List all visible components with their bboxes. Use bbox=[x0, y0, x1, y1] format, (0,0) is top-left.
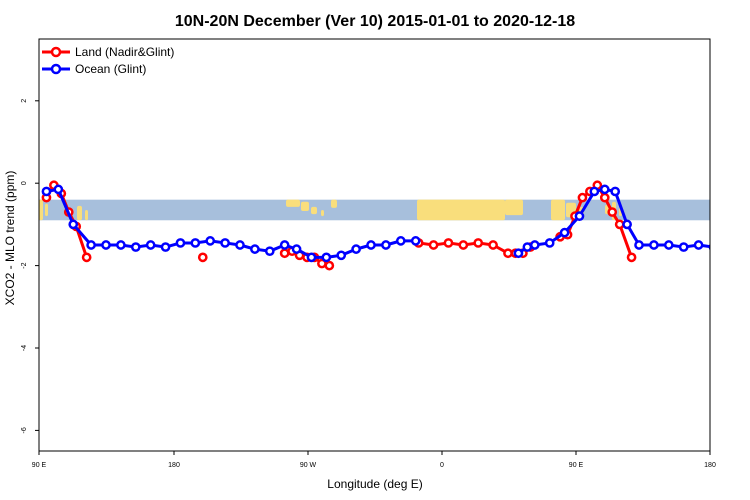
land-data-point bbox=[324, 260, 335, 271]
land-patch bbox=[301, 201, 309, 212]
legend-marker-ocean bbox=[50, 63, 62, 75]
land-data-point bbox=[503, 248, 513, 259]
land-series-line bbox=[45, 183, 89, 258]
ocean-data-point bbox=[291, 244, 302, 254]
ocean-data-point bbox=[529, 240, 540, 250]
ocean-series-line bbox=[517, 187, 710, 255]
land-data-point bbox=[443, 238, 454, 248]
chart-title: 10N-20N December (Ver 10) 2015-01-01 to … bbox=[175, 13, 575, 30]
land-data-point bbox=[626, 252, 637, 263]
legend: Land (Nadir&Glint) Ocean (Glint) bbox=[42, 45, 174, 76]
land-patch bbox=[331, 199, 337, 208]
ocean-data-point bbox=[53, 184, 64, 195]
land-patch bbox=[311, 206, 317, 215]
legend-marker-land bbox=[50, 46, 62, 58]
ocean-data-point bbox=[610, 186, 621, 197]
ocean-data-point bbox=[708, 243, 710, 251]
ocean-data-point bbox=[235, 240, 245, 250]
ocean-data-point bbox=[634, 240, 644, 250]
ocean-band bbox=[39, 199, 710, 221]
y-tick-label: -6 bbox=[21, 427, 28, 433]
land-patch bbox=[45, 203, 48, 217]
ocean-data-point bbox=[160, 242, 171, 252]
ocean-data-point bbox=[130, 242, 141, 252]
land-data-point bbox=[428, 240, 439, 250]
axes: 2 0 -2 -4 -6 90 E 180 90 W 0 90 E 180 bbox=[21, 99, 716, 469]
x-tick-label: 90 E bbox=[32, 462, 47, 469]
ocean-data-point bbox=[522, 242, 533, 252]
background-map-band bbox=[39, 199, 710, 221]
x-tick-label: 180 bbox=[168, 462, 180, 469]
x-tick-label: 90 E bbox=[569, 462, 584, 469]
ocean-data-point bbox=[190, 238, 201, 248]
land-patch bbox=[505, 199, 523, 216]
ocean-data-point bbox=[395, 236, 406, 246]
land-data-point bbox=[473, 238, 484, 248]
land-patch bbox=[85, 209, 88, 221]
legend-item-land: Land (Nadir&Glint) bbox=[42, 45, 174, 59]
land-patch bbox=[77, 205, 82, 221]
ocean-data-point bbox=[205, 236, 216, 246]
ocean-data-point bbox=[663, 240, 674, 250]
land-data-point bbox=[458, 240, 469, 250]
land-data-point bbox=[614, 219, 625, 230]
ocean-data-point bbox=[306, 252, 317, 263]
series-layer bbox=[41, 180, 710, 271]
ocean-data-point bbox=[366, 240, 376, 250]
land-patch bbox=[551, 199, 565, 221]
ocean-data-point bbox=[68, 219, 79, 230]
x-tick-label: 0 bbox=[440, 462, 444, 469]
ocean-data-point bbox=[513, 248, 524, 259]
ocean-data-point bbox=[175, 238, 186, 248]
ocean-data-point bbox=[321, 252, 332, 263]
ocean-data-point bbox=[693, 240, 704, 250]
ocean-data-point bbox=[381, 240, 391, 250]
y-tick-label: 2 bbox=[21, 99, 28, 103]
ocean-data-point bbox=[264, 246, 275, 257]
ocean-data-point bbox=[220, 238, 230, 248]
y-tick-label: -2 bbox=[21, 262, 28, 268]
land-patch bbox=[39, 199, 43, 221]
ocean-data-point bbox=[250, 244, 260, 254]
ocean-data-point bbox=[589, 186, 600, 197]
x-tick-label: 90 W bbox=[300, 462, 317, 469]
ocean-data-point bbox=[574, 211, 585, 222]
ocean-data-point bbox=[678, 242, 689, 252]
y-tick-label: -4 bbox=[21, 345, 28, 351]
legend-label-ocean: Ocean (Glint) bbox=[75, 62, 146, 76]
ocean-data-point bbox=[544, 238, 555, 248]
land-data-point bbox=[599, 192, 610, 203]
land-patch bbox=[417, 199, 505, 221]
land-patch bbox=[286, 199, 300, 207]
ocean-data-point bbox=[279, 240, 290, 250]
x-tick-label: 180 bbox=[704, 462, 716, 469]
land-patch bbox=[321, 209, 324, 217]
y-axis-label: XCO2 - MLO trend (ppm) bbox=[3, 171, 17, 306]
land-data-point bbox=[197, 252, 208, 263]
ocean-data-point bbox=[101, 240, 111, 250]
x-axis-label: Longitude (deg E) bbox=[327, 477, 422, 491]
land-data-point bbox=[488, 240, 498, 250]
ocean-data-point bbox=[116, 240, 126, 250]
land-data-point bbox=[577, 192, 588, 203]
ocean-data-point bbox=[622, 219, 632, 230]
ocean-data-point bbox=[649, 240, 659, 250]
ocean-data-point bbox=[410, 236, 421, 246]
ocean-data-point bbox=[86, 240, 96, 250]
land-data-point bbox=[81, 252, 92, 263]
ocean-data-point bbox=[599, 184, 610, 195]
plot-frame bbox=[38, 38, 711, 452]
legend-item-ocean: Ocean (Glint) bbox=[42, 62, 146, 76]
ocean-data-point bbox=[41, 186, 52, 197]
land-data-point bbox=[607, 207, 618, 217]
series-ocean bbox=[41, 184, 710, 263]
ocean-data-point bbox=[559, 227, 570, 238]
ocean-data-point bbox=[336, 250, 347, 261]
legend-label-land: Land (Nadir&Glint) bbox=[75, 45, 174, 59]
ocean-data-point bbox=[351, 244, 361, 254]
y-tick-label: 0 bbox=[21, 181, 28, 185]
ocean-data-point bbox=[145, 240, 156, 250]
land-data-point bbox=[279, 248, 290, 259]
